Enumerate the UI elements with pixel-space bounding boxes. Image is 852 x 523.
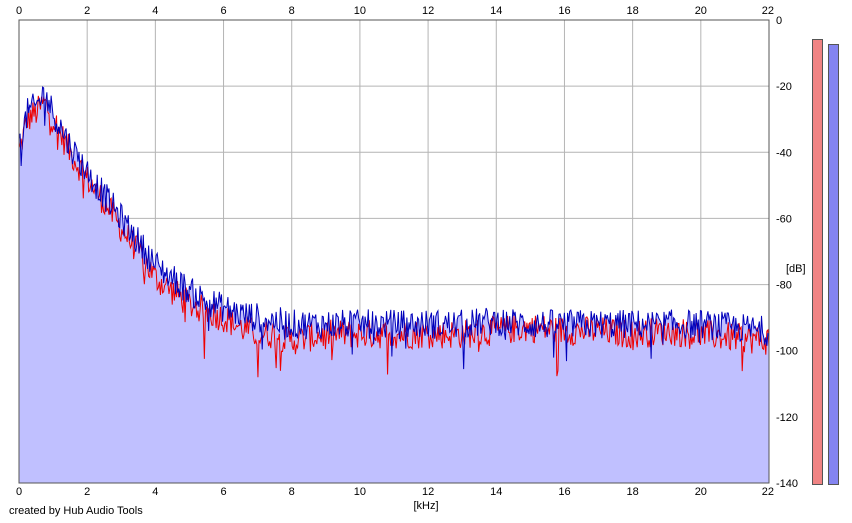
x-tick-label: 6 <box>220 486 226 498</box>
x-tick-label: 18 <box>627 486 639 498</box>
y-tick-label: -60 <box>776 213 792 225</box>
x-tick-label-top: 22 <box>762 5 774 17</box>
spectrum-fill <box>19 87 769 483</box>
x-tick-label: 22 <box>762 486 774 498</box>
x-tick-label: 2 <box>84 486 90 498</box>
x-tick-label: 8 <box>289 486 295 498</box>
x-tick-label-top: 8 <box>289 5 295 17</box>
y-tick-label: -120 <box>776 412 798 424</box>
x-tick-label-top: 16 <box>558 5 570 17</box>
x-tick-label-top: 4 <box>152 5 158 17</box>
x-tick-label: 16 <box>558 486 570 498</box>
x-axis-label: [kHz] <box>413 500 438 512</box>
x-tick-label-top: 10 <box>354 5 366 17</box>
axes: 002244668810101212141416161818202022220-… <box>16 5 806 512</box>
x-tick-label-top: 6 <box>220 5 226 17</box>
x-tick-label-top: 2 <box>84 5 90 17</box>
credit-label: created by Hub Audio Tools <box>9 505 143 517</box>
x-tick-label: 20 <box>695 486 707 498</box>
left-channel-trace <box>18 95 770 378</box>
y-tick-label: -40 <box>776 147 792 159</box>
right-level-meter <box>828 43 839 485</box>
x-tick-label: 4 <box>152 486 158 498</box>
y-tick-label: 0 <box>776 15 782 27</box>
x-tick-label-top: 18 <box>627 5 639 17</box>
left-level-meter <box>812 39 823 485</box>
y-tick-label: -140 <box>776 478 798 490</box>
x-tick-label-top: 12 <box>422 5 434 17</box>
x-tick-label-top: 20 <box>695 5 707 17</box>
x-tick-label: 12 <box>422 486 434 498</box>
y-tick-label: -80 <box>776 280 792 292</box>
x-tick-label-top: 14 <box>490 5 502 17</box>
x-tick-label: 0 <box>16 486 22 498</box>
y-tick-label: -20 <box>776 81 792 93</box>
y-axis-label: [dB] <box>786 263 806 275</box>
y-tick-label: -100 <box>776 346 798 358</box>
right-channel-trace <box>18 86 770 370</box>
x-tick-label: 10 <box>354 486 366 498</box>
plot-frame <box>18 19 770 484</box>
x-tick-label-top: 0 <box>16 5 22 17</box>
spectrum-data <box>18 86 770 483</box>
x-tick-label: 14 <box>490 486 502 498</box>
